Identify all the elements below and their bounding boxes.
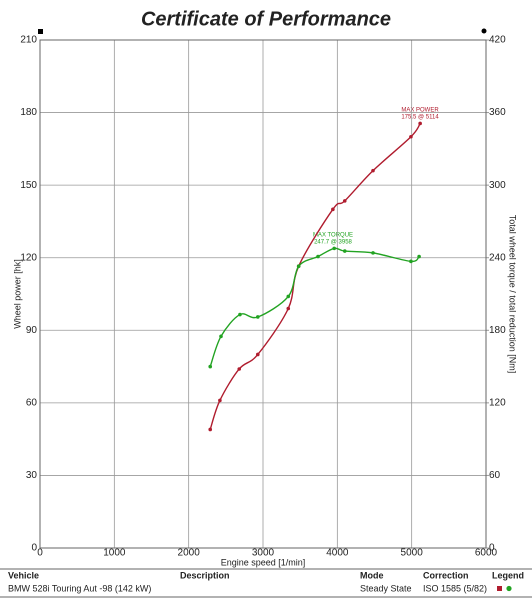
y2-tick-label: 0 xyxy=(489,543,495,554)
data-point xyxy=(371,168,375,173)
y2-tick-label: 240 xyxy=(489,252,506,263)
data-point xyxy=(331,207,335,212)
y-tick-label: 180 xyxy=(20,107,37,118)
data-point xyxy=(286,306,291,311)
footer-header: Mode xyxy=(360,570,384,580)
data-point xyxy=(208,364,213,369)
footer-header: Correction xyxy=(423,570,469,580)
annotation: MAX POWER xyxy=(401,108,439,114)
data-point xyxy=(332,246,337,251)
legend-icon xyxy=(497,586,502,591)
x-tick-label: 5000 xyxy=(401,548,424,559)
plot-frame xyxy=(39,39,487,549)
y-tick-label: 90 xyxy=(26,325,38,336)
corner-marker xyxy=(481,28,487,34)
data-point xyxy=(316,254,320,259)
mode: Steady State xyxy=(360,583,412,593)
x-tick-label: 0 xyxy=(37,548,43,559)
data-point xyxy=(208,427,213,432)
data-point xyxy=(342,199,347,203)
x-tick-label: 1000 xyxy=(103,548,126,559)
chart-title: Certificate of Performance xyxy=(141,8,391,30)
series-line xyxy=(209,247,420,367)
x-tick-label: 4000 xyxy=(326,548,349,559)
y-tick-label: 60 xyxy=(26,397,38,408)
footer-header: Description xyxy=(180,570,230,580)
y2-tick-label: 360 xyxy=(489,107,506,118)
y2-tick-label: 120 xyxy=(489,397,506,408)
data-point xyxy=(237,367,242,371)
footer-header: Legend xyxy=(492,570,524,580)
y2-tick-label: 300 xyxy=(489,180,506,191)
vehicle: BMW 528i Touring Aut -98 (142 kW) xyxy=(8,583,151,593)
data-point xyxy=(418,121,422,126)
data-point xyxy=(255,352,260,357)
x-tick-label: 2000 xyxy=(178,548,201,559)
data-point xyxy=(255,315,260,319)
y-tick-label: 30 xyxy=(26,470,38,481)
annotation: 247.7 @ 3958 xyxy=(314,240,352,246)
x-tick-label: 6000 xyxy=(475,548,498,559)
y2-tick-label: 180 xyxy=(489,325,506,336)
correction: ISO 1585 (5/82) xyxy=(423,583,487,593)
data-point xyxy=(409,134,413,139)
data-point xyxy=(218,398,222,403)
data-point xyxy=(219,334,223,339)
y2-axis-label: Total wheel torque / total reduction [Nm… xyxy=(508,215,518,374)
y-tick-label: 120 xyxy=(20,252,37,263)
data-point xyxy=(417,254,421,259)
y2-tick-label: 60 xyxy=(489,470,501,481)
y-tick-label: 210 xyxy=(20,35,37,46)
x-tick-label: 3000 xyxy=(252,548,275,559)
data-point xyxy=(238,312,242,317)
x-axis-label: Engine speed [1/min] xyxy=(221,557,306,567)
data-point xyxy=(296,264,301,268)
data-point xyxy=(342,249,347,253)
data-point xyxy=(409,259,413,264)
y-axis-label: Wheel power [hk] xyxy=(12,259,22,329)
data-point xyxy=(286,294,291,299)
footer-header: Vehicle xyxy=(8,570,39,580)
y2-tick-label: 420 xyxy=(489,35,506,46)
data-point xyxy=(371,251,375,255)
corner-marker xyxy=(38,29,43,34)
legend-icon xyxy=(506,585,512,592)
y-tick-label: 150 xyxy=(20,180,37,191)
annotation: MAX TORQUE xyxy=(313,233,353,239)
y-tick-label: 0 xyxy=(31,543,37,554)
annotation: 175.5 @ 5114 xyxy=(401,115,439,121)
